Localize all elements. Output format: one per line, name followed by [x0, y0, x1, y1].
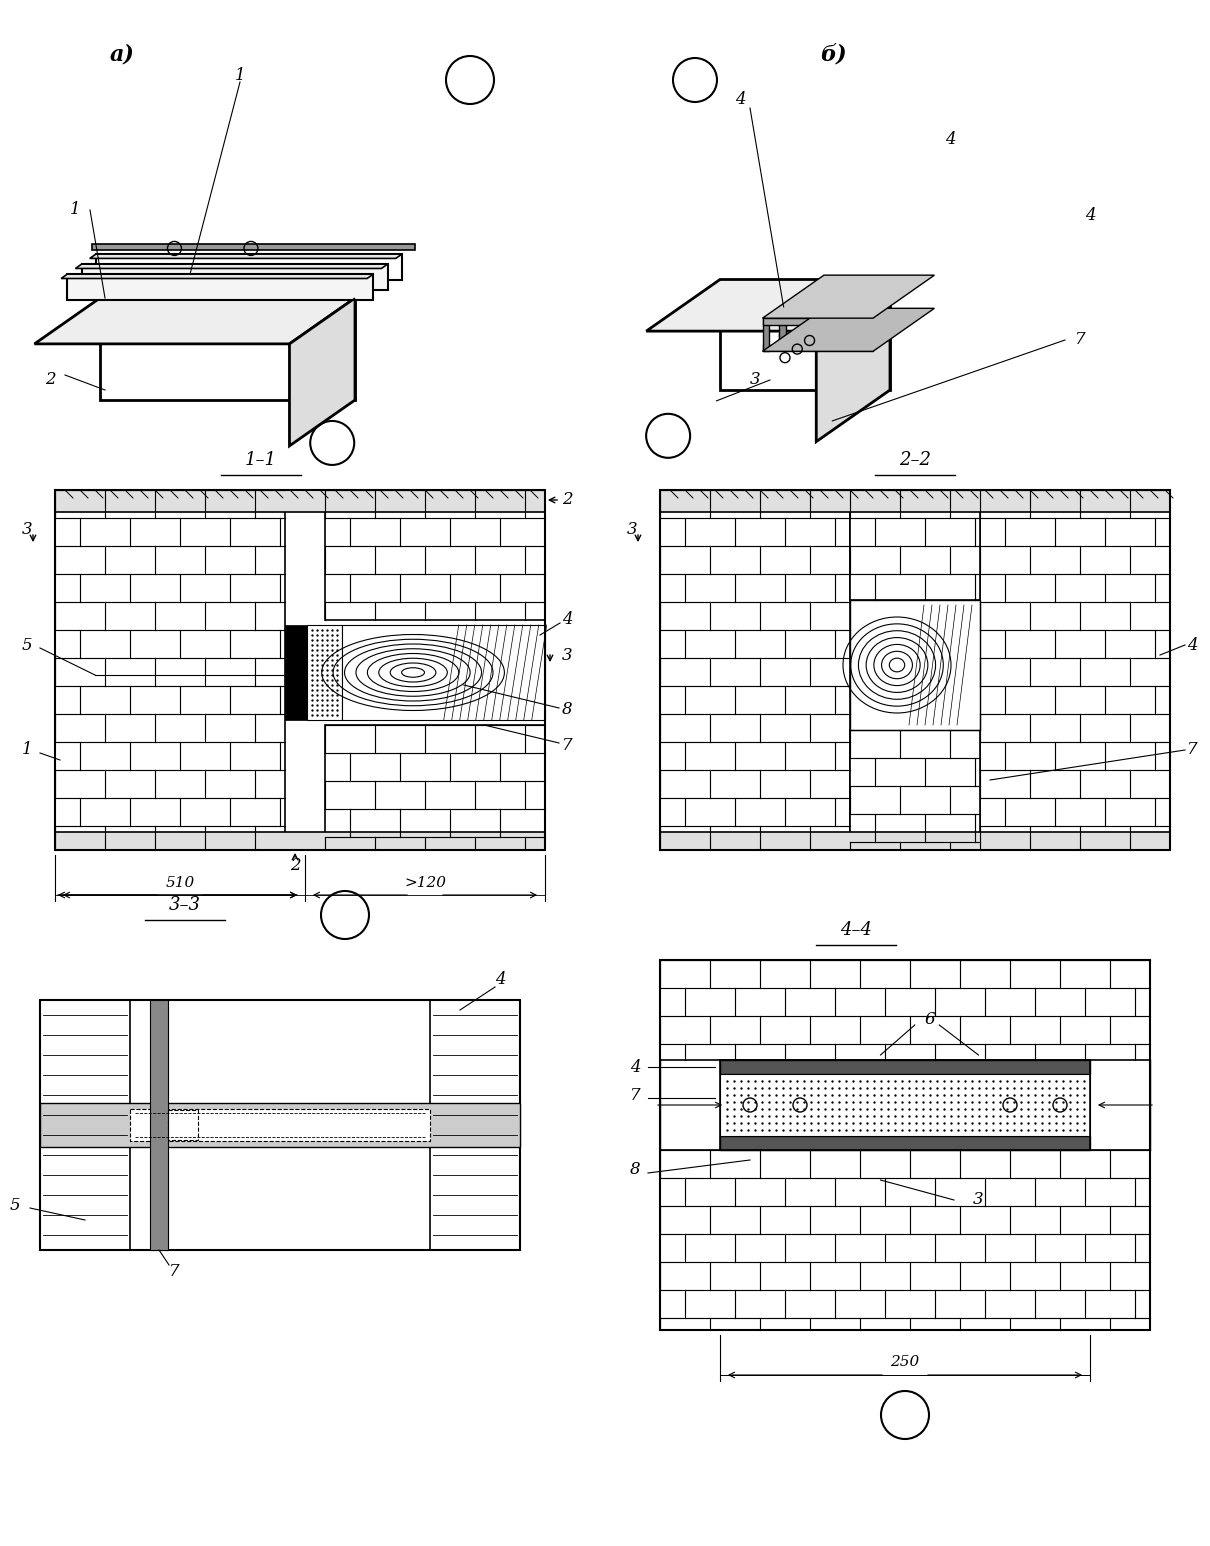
Polygon shape	[779, 332, 889, 340]
Bar	[54, 490, 544, 512]
Bar	[150, 1000, 168, 1251]
Polygon shape	[762, 318, 872, 325]
Text: 3: 3	[22, 521, 33, 538]
Text: 2: 2	[45, 371, 56, 388]
Text: >120: >120	[404, 877, 446, 890]
Polygon shape	[75, 264, 387, 269]
Bar	[40, 1102, 520, 1147]
Polygon shape	[289, 298, 355, 445]
Bar	[325, 725, 544, 850]
Polygon shape	[779, 306, 889, 314]
Text: a): a)	[110, 43, 134, 65]
Polygon shape	[68, 274, 373, 300]
Bar	[659, 490, 849, 850]
Bar	[342, 625, 544, 720]
Text: 1: 1	[235, 66, 246, 83]
Bar	[980, 490, 1170, 850]
Text: 8: 8	[629, 1161, 640, 1178]
Text: 4: 4	[945, 131, 956, 148]
Bar	[325, 490, 544, 620]
Polygon shape	[92, 244, 415, 249]
Text: 4–4: 4–4	[840, 921, 872, 938]
Text: 7: 7	[629, 1087, 640, 1104]
Text: 7: 7	[168, 1263, 179, 1280]
Text: 1: 1	[22, 742, 33, 759]
Bar	[54, 490, 286, 850]
Polygon shape	[762, 318, 770, 351]
Bar	[849, 490, 980, 600]
Bar	[720, 1136, 1090, 1150]
Text: 4: 4	[495, 971, 506, 988]
Polygon shape	[762, 308, 934, 351]
Polygon shape	[762, 275, 934, 318]
Bar	[849, 730, 980, 850]
Bar	[659, 960, 1150, 1330]
Text: 5: 5	[10, 1197, 21, 1214]
Text: 2: 2	[561, 492, 572, 509]
Text: 7: 7	[561, 736, 572, 753]
Text: б): б)	[820, 43, 847, 65]
Bar	[54, 832, 544, 850]
Bar	[659, 960, 1150, 1061]
Bar	[286, 625, 307, 720]
Text: 5: 5	[22, 637, 33, 654]
Polygon shape	[34, 298, 355, 343]
Text: 250: 250	[891, 1354, 920, 1370]
Text: 4: 4	[561, 612, 572, 629]
Text: 4: 4	[629, 1059, 640, 1076]
Text: 8: 8	[561, 702, 572, 719]
Polygon shape	[134, 277, 312, 283]
Bar	[720, 1061, 1090, 1074]
Text: 7: 7	[1074, 331, 1085, 348]
Polygon shape	[96, 254, 402, 280]
Polygon shape	[762, 345, 872, 351]
Text: 2: 2	[289, 856, 300, 873]
Text: 3: 3	[750, 371, 760, 388]
Text: 510: 510	[166, 877, 195, 890]
Polygon shape	[81, 264, 387, 289]
Bar	[54, 490, 544, 850]
Bar	[40, 1000, 129, 1251]
Text: 3–3: 3–3	[169, 897, 201, 914]
Polygon shape	[143, 277, 312, 298]
Polygon shape	[779, 306, 785, 340]
Text: 1–1: 1–1	[244, 451, 277, 468]
Text: 3: 3	[627, 521, 638, 538]
Text: 4: 4	[734, 91, 745, 108]
Bar	[40, 1000, 520, 1251]
Text: 2–2: 2–2	[899, 451, 930, 468]
Polygon shape	[90, 254, 402, 258]
Polygon shape	[60, 274, 373, 278]
Bar	[659, 832, 1170, 850]
Text: 7: 7	[1187, 742, 1198, 759]
Text: 3: 3	[973, 1192, 984, 1209]
Bar	[168, 1110, 198, 1139]
Polygon shape	[720, 280, 891, 390]
Bar	[849, 600, 980, 730]
Text: 6: 6	[924, 1011, 935, 1028]
Bar	[720, 1061, 1090, 1150]
Bar	[659, 490, 1170, 850]
Bar	[659, 1150, 1150, 1330]
Polygon shape	[100, 298, 355, 400]
Bar	[430, 1000, 520, 1251]
Polygon shape	[646, 280, 891, 331]
Bar	[307, 625, 342, 720]
Bar	[720, 1074, 1090, 1136]
Text: 4: 4	[1084, 207, 1095, 224]
Bar	[129, 1108, 430, 1141]
Text: 4: 4	[1187, 637, 1198, 654]
Text: 3: 3	[561, 646, 572, 663]
Polygon shape	[817, 280, 891, 442]
Text: 1: 1	[70, 201, 80, 218]
Bar	[659, 490, 1170, 512]
